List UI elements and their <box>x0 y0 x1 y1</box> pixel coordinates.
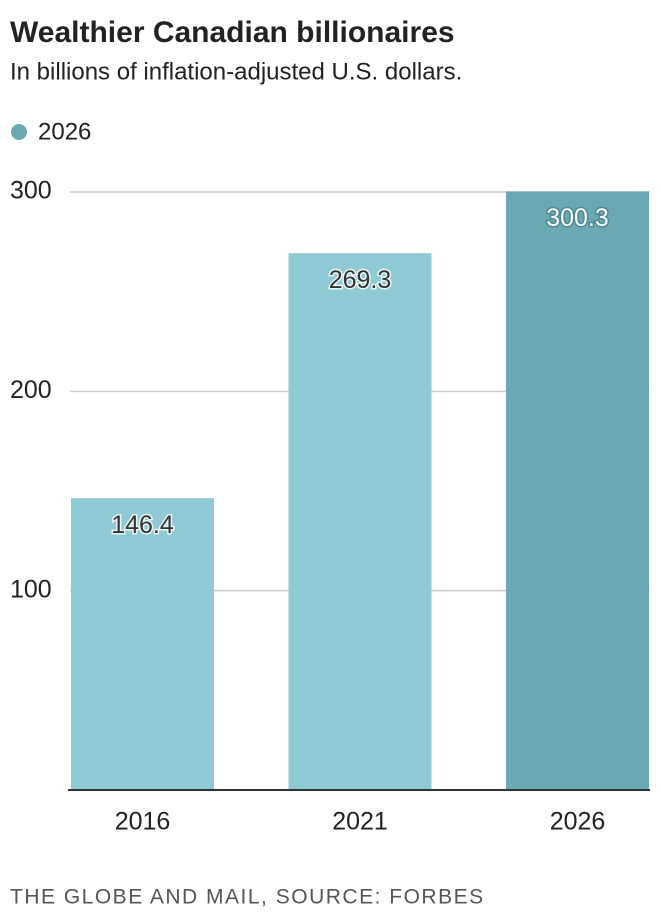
x-tick-label: 2026 <box>550 808 606 836</box>
bar <box>288 253 432 791</box>
value-label: 269.3 <box>329 266 392 294</box>
y-tick-label: 200 <box>10 376 52 404</box>
legend-swatch <box>11 124 27 140</box>
bar <box>71 498 214 790</box>
value-label: 146.4 <box>111 511 174 539</box>
chart-subtitle: In billions of inflation-adjusted U.S. d… <box>10 58 462 85</box>
value-label: 300.3 <box>546 204 609 232</box>
legend-label: 2026 <box>38 118 91 145</box>
x-tick-label: 2021 <box>332 808 388 836</box>
x-tick-label: 2016 <box>115 808 171 836</box>
y-tick-label: 100 <box>10 575 52 603</box>
source: THE GLOBE AND MAIL, SOURCE: FORBES <box>10 886 485 909</box>
bar <box>506 191 649 791</box>
y-tick-label: 300 <box>10 177 52 205</box>
chart-title: Wealthier Canadian billionaires <box>10 16 455 49</box>
